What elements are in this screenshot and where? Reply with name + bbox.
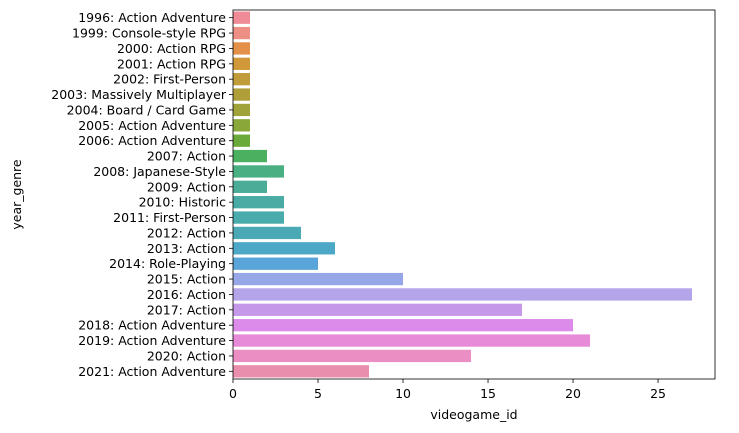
bar	[233, 165, 285, 178]
bar	[233, 349, 472, 363]
bars-group	[233, 11, 693, 378]
x-tick-label: 0	[229, 386, 237, 401]
x-tick-label: 10	[395, 386, 411, 401]
y-tick-label: 2009: Action	[147, 179, 226, 194]
y-tick-label: 2020: Action	[147, 348, 226, 363]
bar	[233, 257, 319, 270]
y-tick-label: 2010: Historic	[139, 195, 227, 210]
y-tick-label: 2001: Action RPG	[117, 56, 226, 71]
bar	[233, 303, 523, 316]
y-tick-label: 2005: Action Adventure	[78, 118, 226, 133]
x-tick-label: 5	[314, 386, 322, 401]
bar	[233, 334, 591, 347]
bar	[233, 103, 251, 117]
y-tick-label: 2017: Action	[147, 302, 226, 317]
x-tick-label: 25	[650, 386, 666, 401]
y-axis-label: year_genre	[9, 159, 24, 230]
y-tick-label: 2002: First-Person	[113, 72, 226, 87]
y-tick-label: 2012: Action	[147, 225, 226, 240]
bar	[233, 226, 302, 240]
y-tick-label: 1996: Action Adventure	[78, 10, 226, 25]
bar	[233, 26, 251, 40]
bar	[233, 42, 251, 55]
x-tick-label: 15	[480, 386, 496, 401]
y-tick-label: 2007: Action	[147, 149, 226, 164]
bar	[233, 73, 251, 86]
bar	[233, 119, 251, 132]
bar	[233, 319, 574, 332]
y-tick-label: 2006: Action Adventure	[78, 133, 226, 148]
x-axis-ticks: 0 5 10 15 20 25	[229, 379, 666, 401]
y-tick-label: 2016: Action	[147, 287, 226, 302]
bar	[233, 211, 285, 224]
bar	[233, 134, 251, 147]
bar	[233, 242, 336, 255]
y-tick-label: 2000: Action RPG	[117, 41, 226, 56]
y-tick-label: 2003: Massively Multiplayer	[51, 87, 227, 102]
y-tick-label: 2019: Action Adventure	[78, 333, 226, 348]
bar	[233, 365, 370, 378]
y-tick-label: 2013: Action	[147, 241, 226, 256]
bar	[233, 88, 251, 101]
bar	[233, 196, 285, 209]
y-tick-label: 2014: Role-Playing	[109, 256, 226, 271]
bar	[233, 149, 268, 163]
y-tick-label: 2004: Board / Card Game	[67, 102, 227, 117]
y-tick-label: 2008: Japanese-Style	[93, 164, 226, 179]
y-tick-label: 2011: First-Person	[113, 210, 226, 225]
bar	[233, 288, 693, 301]
plot-area-frame	[232, 9, 716, 380]
x-tick-label: 20	[565, 386, 581, 401]
y-tick-label: 1999: Console-style RPG	[72, 26, 226, 41]
y-tick-label: 2021: Action Adventure	[78, 364, 226, 379]
bar	[233, 11, 251, 24]
x-axis-label: videogame_id	[430, 407, 517, 422]
y-tick-label: 2015: Action	[147, 272, 226, 287]
bar	[233, 57, 251, 70]
bar	[233, 272, 404, 286]
y-tick-label: 2018: Action Adventure	[78, 318, 226, 333]
bar	[233, 180, 268, 193]
